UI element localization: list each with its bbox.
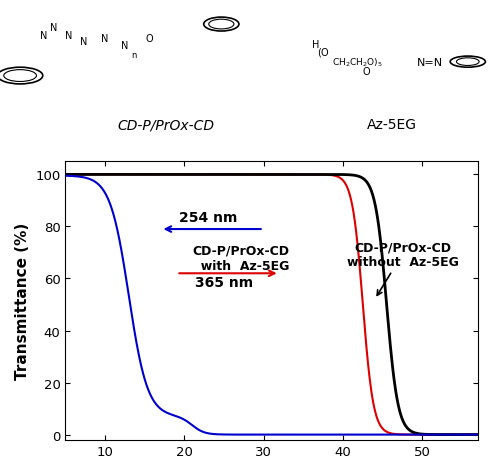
Text: H: H: [312, 39, 319, 50]
Text: 254 nm: 254 nm: [179, 211, 237, 225]
Text: O: O: [362, 67, 370, 77]
Text: N: N: [40, 31, 48, 41]
Text: CD-P/PrOx-CD
  with  Az-5EG: CD-P/PrOx-CD with Az-5EG: [192, 244, 290, 272]
Text: n: n: [131, 51, 136, 60]
Text: Az-5EG: Az-5EG: [367, 118, 417, 132]
Text: CD-P/PrOx-CD: CD-P/PrOx-CD: [118, 118, 214, 132]
Text: $\mathsf{(}$O: $\mathsf{(}$O: [317, 46, 330, 59]
Text: N=N: N=N: [417, 57, 443, 68]
Text: N: N: [80, 37, 88, 46]
Text: N: N: [65, 31, 73, 41]
Text: $\mathsf{CH_2CH_2O)}_{5}$: $\mathsf{CH_2CH_2O)}_{5}$: [332, 56, 383, 69]
Text: CD-P/PrOx-CD
without  Az-5EG: CD-P/PrOx-CD without Az-5EG: [347, 241, 458, 296]
Text: N: N: [50, 23, 58, 32]
Text: N: N: [101, 34, 108, 44]
Text: 365 nm: 365 nm: [195, 275, 253, 290]
Text: N: N: [121, 41, 128, 50]
Y-axis label: Transmittance (%): Transmittance (%): [15, 223, 30, 379]
Text: O: O: [146, 34, 153, 44]
